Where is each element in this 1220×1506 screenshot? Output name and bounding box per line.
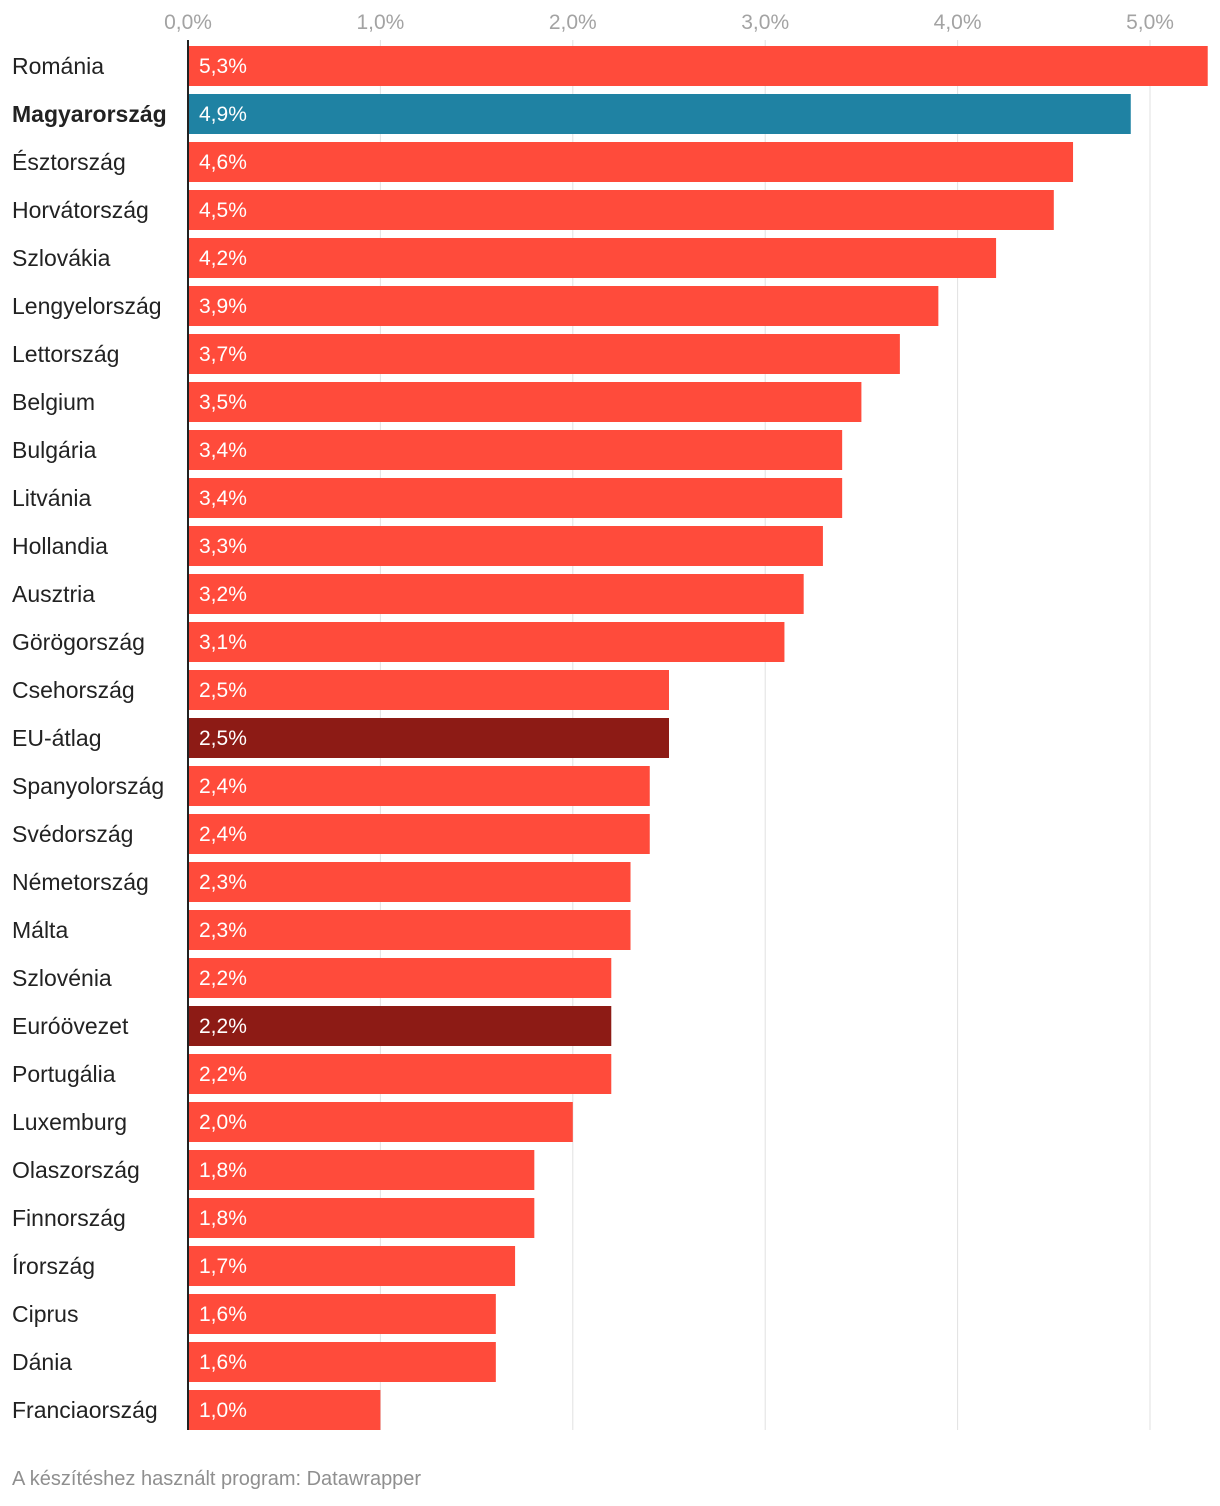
category-label: Írország <box>12 1253 95 1279</box>
bar <box>188 622 785 662</box>
bar <box>188 1198 535 1238</box>
category-label: Horvátország <box>12 197 149 223</box>
bars: 5,3% 4,9% 4,6% 4,5% 4,2% 3,9% 3,7% 3,5% 3,4% 3,4%… <box>188 46 1208 1430</box>
category-label: Ausztria <box>12 581 95 607</box>
value-label: 3,4% <box>199 487 247 510</box>
category-label: Olaszország <box>12 1157 140 1183</box>
category-label: Franciaország <box>12 1397 158 1423</box>
category-label: Szlovénia <box>12 965 112 991</box>
category-label: Lettország <box>12 341 119 367</box>
bar <box>188 478 843 518</box>
category-label: Litvánia <box>12 485 91 511</box>
value-label: 2,2% <box>199 1015 247 1038</box>
value-label: 1,6% <box>199 1351 247 1374</box>
value-label: 4,9% <box>199 103 247 126</box>
x-tick-label: 1,0% <box>356 11 404 34</box>
category-label: Ciprus <box>12 1301 78 1327</box>
value-label: 4,2% <box>199 247 247 270</box>
bar <box>188 766 650 806</box>
value-label: 2,4% <box>199 823 247 846</box>
bar <box>188 958 612 998</box>
bar <box>188 526 823 566</box>
x-tick-label: 5,0% <box>1126 11 1174 34</box>
category-label: EU-átlag <box>12 725 101 751</box>
bar <box>188 718 669 758</box>
value-label: 2,2% <box>199 967 247 990</box>
bar <box>188 1294 496 1334</box>
bar <box>188 46 1208 86</box>
category-label: Málta <box>12 917 68 943</box>
category-label: Románia <box>12 53 104 79</box>
category-label: Bulgária <box>12 437 97 463</box>
bar <box>188 382 862 422</box>
category-label: Spanyolország <box>12 773 164 799</box>
value-label: 3,9% <box>199 295 247 318</box>
value-label: 3,2% <box>199 583 247 606</box>
category-label: Dánia <box>12 1349 72 1375</box>
x-tick-label: 0,0% <box>164 11 212 34</box>
value-label: 4,5% <box>199 199 247 222</box>
bar <box>188 238 997 278</box>
value-label: 3,3% <box>199 535 247 558</box>
category-label: Észtország <box>12 149 126 175</box>
value-label: 3,1% <box>199 631 247 654</box>
category-label: Luxemburg <box>12 1109 127 1135</box>
bar <box>188 1102 573 1142</box>
category-label: Németország <box>12 869 149 895</box>
category-label: Portugália <box>12 1061 116 1087</box>
bar <box>188 862 631 902</box>
category-label: Csehország <box>12 677 135 703</box>
bar <box>188 94 1131 134</box>
footer-credit: A készítéshez használt program: Datawrap… <box>12 1468 422 1490</box>
bar <box>188 1246 516 1286</box>
bar <box>188 1006 612 1046</box>
value-label: 1,8% <box>199 1159 247 1182</box>
value-label: 4,6% <box>199 151 247 174</box>
category-label: Euróövezet <box>12 1013 129 1039</box>
value-label: 1,6% <box>199 1303 247 1326</box>
x-tick-label: 2,0% <box>549 11 597 34</box>
bar <box>188 190 1054 230</box>
bar <box>188 1390 381 1430</box>
category-label: Szlovákia <box>12 245 111 271</box>
bar <box>188 1150 535 1190</box>
x-tick-label: 4,0% <box>934 11 982 34</box>
category-label: Finnország <box>12 1205 126 1231</box>
bar <box>188 1342 496 1382</box>
bar <box>188 910 631 950</box>
value-label: 2,3% <box>199 871 247 894</box>
value-label: 5,3% <box>199 55 247 78</box>
value-label: 1,8% <box>199 1207 247 1230</box>
bar <box>188 670 669 710</box>
value-label: 2,0% <box>199 1111 247 1134</box>
value-label: 2,4% <box>199 775 247 798</box>
bar <box>188 334 900 374</box>
bar <box>188 430 843 470</box>
x-axis-ticks: 0,0% 1,0% 2,0% 3,0% 4,0% 5,0% <box>164 11 1174 34</box>
bar <box>188 142 1074 182</box>
value-label: 2,3% <box>199 919 247 942</box>
bar <box>188 814 650 854</box>
bar <box>188 1054 612 1094</box>
category-label: Görögország <box>12 629 145 655</box>
category-label: Svédország <box>12 821 133 847</box>
category-label: Lengyelország <box>12 293 162 319</box>
value-label: 1,0% <box>199 1399 247 1422</box>
category-label: Belgium <box>12 389 95 415</box>
bar-chart: 0,0% 1,0% 2,0% 3,0% 4,0% 5,0% 5,3% 4,9% 4,6% 4,5… <box>12 11 1208 1430</box>
category-label: Magyarország <box>12 101 167 127</box>
bar <box>188 286 939 326</box>
value-label: 3,7% <box>199 343 247 366</box>
value-label: 2,2% <box>199 1063 247 1086</box>
value-label: 2,5% <box>199 727 247 750</box>
value-label: 1,7% <box>199 1255 247 1278</box>
category-labels: Románia Magyarország Észtország Horvátorszá… <box>12 53 167 1423</box>
category-label: Hollandia <box>12 533 108 559</box>
value-label: 3,4% <box>199 439 247 462</box>
value-label: 3,5% <box>199 391 247 414</box>
x-tick-label: 3,0% <box>741 11 789 34</box>
bar <box>188 574 804 614</box>
value-label: 2,5% <box>199 679 247 702</box>
